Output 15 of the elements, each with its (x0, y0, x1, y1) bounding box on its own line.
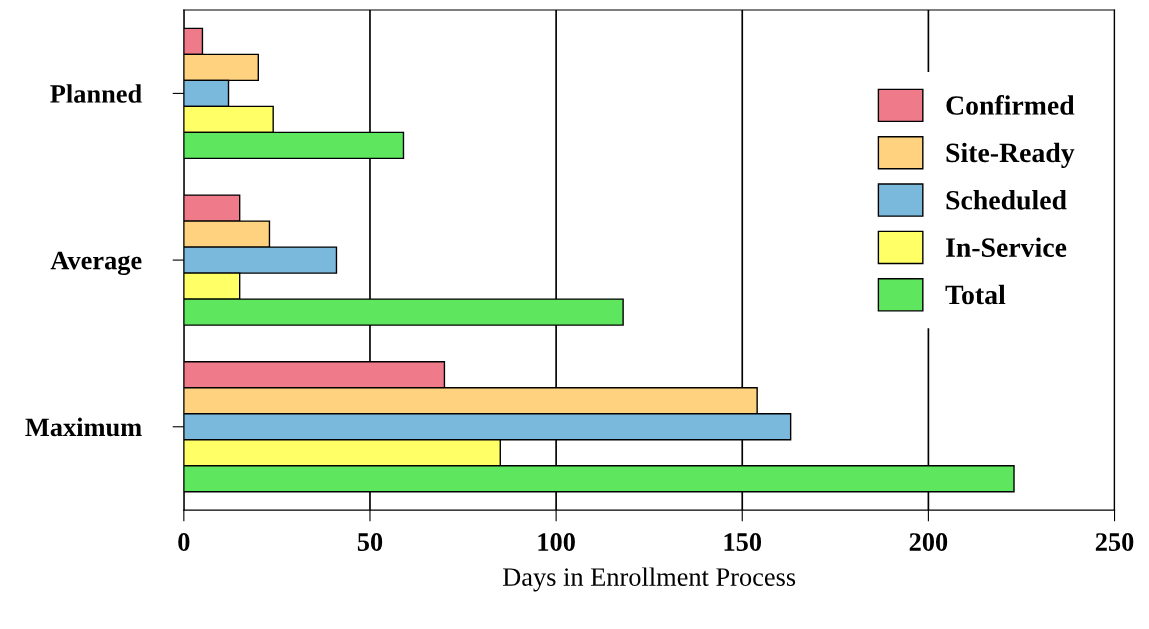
x-tick-label: 100 (538, 533, 575, 551)
y-tick-label: Maximum (25, 417, 142, 437)
legend-label: Site-Ready (946, 142, 1075, 168)
legend-label: Scheduled (946, 190, 1067, 210)
x-tick-label: 50 (357, 533, 383, 551)
y-tick-label: Planned (50, 84, 142, 103)
x-axis-title: Days in Enrollment Process (502, 567, 796, 592)
x-tick-label: 200 (909, 533, 948, 551)
x-tick-label: 250 (1095, 533, 1134, 551)
x-tick-label: 0 (178, 533, 190, 551)
legend-label: Total (945, 284, 1006, 305)
x-tick-label: 150 (724, 533, 762, 551)
legend-label: In-Service (946, 237, 1067, 257)
y-tick-label: Average (50, 251, 142, 275)
legend-label: Confirmed (946, 95, 1075, 115)
